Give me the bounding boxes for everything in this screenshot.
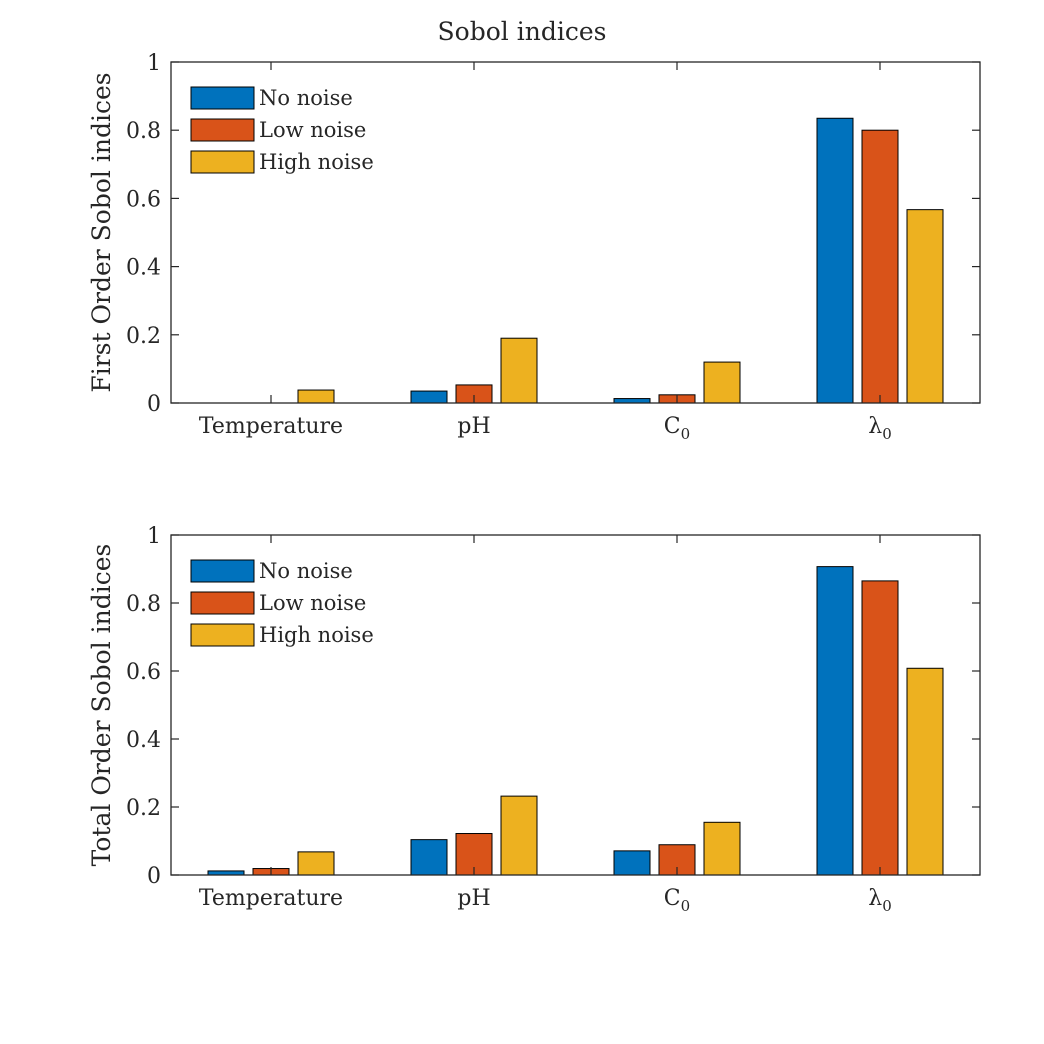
bar-high-noise-4 xyxy=(906,667,944,876)
plot-area xyxy=(171,535,980,875)
y-tick-label: 1 xyxy=(147,51,161,76)
figure-title: Sobol indices xyxy=(438,17,607,46)
x-category-label: pH xyxy=(457,886,490,911)
bar-high-noise-1 xyxy=(297,851,335,876)
bar-no-noise-2 xyxy=(410,390,448,404)
legend-label: Low noise xyxy=(259,591,366,615)
bar-high-noise-1 xyxy=(297,389,335,404)
y-tick-label: 0.8 xyxy=(126,592,161,617)
plot-area xyxy=(171,62,980,403)
x-category-label: pH xyxy=(457,414,490,439)
bar-high-noise-4 xyxy=(906,209,944,404)
plots: 0 0.2 0.4 0.6 0.8 1 Temperature pH C0 λ0 First Ord… xyxy=(87,51,981,915)
y-tick-label: 0.2 xyxy=(126,796,161,821)
legend-label: High noise xyxy=(259,623,374,647)
bar-no-noise-3 xyxy=(613,850,651,876)
y-tick-label: 0 xyxy=(147,864,161,889)
y-tick-label: 0.6 xyxy=(126,187,161,212)
x-category-label: C0 xyxy=(664,414,690,443)
legend-label: No noise xyxy=(259,86,353,110)
bar-high-noise-3 xyxy=(703,821,741,876)
legend-swatch xyxy=(190,591,255,615)
legend-swatch xyxy=(190,86,255,110)
y-tick-label: 0.4 xyxy=(126,728,161,753)
y-tick-label: 1 xyxy=(147,524,161,549)
chart-panel-1: 0 0.2 0.4 0.6 0.8 1 Temperature pH C0 λ0 First Ord… xyxy=(87,51,981,443)
bar-no-noise-4 xyxy=(816,566,854,876)
bar-low-noise-4 xyxy=(861,580,899,876)
legend-label: High noise xyxy=(259,150,374,174)
legend-label: Low noise xyxy=(259,118,366,142)
bar-no-noise-2 xyxy=(410,839,448,876)
axes-box xyxy=(170,61,981,404)
bar-low-noise-4 xyxy=(861,129,899,404)
legend-swatch xyxy=(190,118,255,142)
y-axis-label: Total Order Sobol indices xyxy=(87,544,116,867)
bar-high-noise-3 xyxy=(703,361,741,404)
y-tick-label: 0.2 xyxy=(126,324,161,349)
legend-swatch xyxy=(190,623,255,647)
y-axis-label: First Order Sobol indices xyxy=(87,72,116,392)
bar-high-noise-2 xyxy=(500,795,538,876)
legend-swatch xyxy=(190,150,255,174)
axes-box xyxy=(170,534,981,876)
y-tick-label: 0 xyxy=(147,392,161,417)
x-category-label: C0 xyxy=(664,886,690,915)
bar-no-noise-4 xyxy=(816,117,854,404)
y-tick-label: 0.6 xyxy=(126,660,161,685)
bar-no-noise-3 xyxy=(613,398,651,404)
bar-high-noise-2 xyxy=(500,337,538,404)
y-tick-label: 0.4 xyxy=(126,256,161,281)
legend-swatch xyxy=(190,559,255,583)
x-category-label: Temperature xyxy=(199,414,343,439)
legend: No noise Low noise High noise xyxy=(190,559,374,647)
legend-label: No noise xyxy=(259,559,353,583)
legend: No noise Low noise High noise xyxy=(190,86,374,174)
x-category-label: Temperature xyxy=(199,886,343,911)
chart-panel-2: 0 0.2 0.4 0.6 0.8 1 Temperature pH C0 λ0 Total Ord… xyxy=(87,524,981,915)
x-category-label: λ0 xyxy=(868,414,892,443)
y-tick-label: 0.8 xyxy=(126,119,161,144)
x-category-label: λ0 xyxy=(868,886,892,915)
